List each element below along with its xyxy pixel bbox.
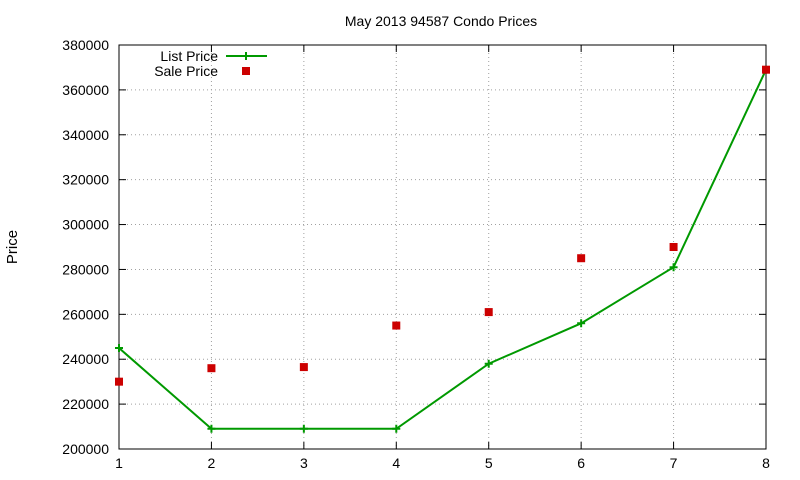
y-tick-label: 300000	[62, 217, 109, 233]
list-price-point	[207, 424, 216, 433]
legend-marker-sale-price	[242, 67, 250, 75]
y-tick-label: 380000	[62, 37, 109, 53]
list-price-point	[484, 359, 493, 368]
sale-price-point	[207, 364, 216, 373]
x-tick-label: 2	[208, 455, 216, 471]
y-tick-label: 340000	[62, 127, 109, 143]
list-price-line	[118, 69, 767, 430]
y-tick-label: 240000	[62, 351, 109, 367]
list-price-point	[392, 424, 401, 433]
sale-price-point	[669, 243, 678, 251]
axis-ticks: 200000 220000 240000 260000 280000 300000 3200…	[62, 37, 770, 471]
sale-price-point	[484, 308, 493, 317]
series	[115, 65, 770, 433]
list-price-point	[577, 319, 586, 328]
sale-price-point	[115, 377, 123, 386]
chart-title: May 2013 94587 Condo Prices	[345, 13, 537, 29]
list-price-point	[299, 424, 308, 433]
legend-label-list-price: List Price	[160, 48, 218, 64]
y-axis-label: Price	[4, 230, 21, 264]
sale-price-series	[115, 65, 770, 386]
legend-marker-list-price	[242, 52, 250, 60]
x-tick-label: 4	[392, 455, 400, 471]
x-tick-label: 3	[300, 455, 308, 471]
sale-price-point	[577, 254, 586, 263]
y-tick-label: 320000	[62, 172, 109, 188]
x-tick-label: 6	[577, 455, 585, 471]
sale-price-point	[299, 363, 308, 372]
grid	[119, 45, 766, 449]
y-tick-label: 220000	[62, 396, 109, 412]
x-tick-label: 8	[762, 455, 770, 471]
x-tick-label: 7	[670, 455, 678, 471]
x-tick-label: 1	[115, 455, 123, 471]
x-tick-label: 5	[485, 455, 493, 471]
sale-price-point	[392, 321, 401, 330]
sale-price-point	[762, 65, 770, 74]
y-tick-label: 360000	[62, 82, 109, 98]
y-tick-label: 200000	[62, 441, 109, 457]
list-price-series	[115, 65, 770, 433]
y-tick-label: 260000	[62, 306, 109, 322]
plot-frame	[118, 44, 767, 450]
y-tick-label: 280000	[62, 261, 109, 277]
list-price-point	[669, 263, 678, 272]
legend-label-sale-price: Sale Price	[154, 63, 218, 79]
list-price-point	[115, 344, 123, 352]
